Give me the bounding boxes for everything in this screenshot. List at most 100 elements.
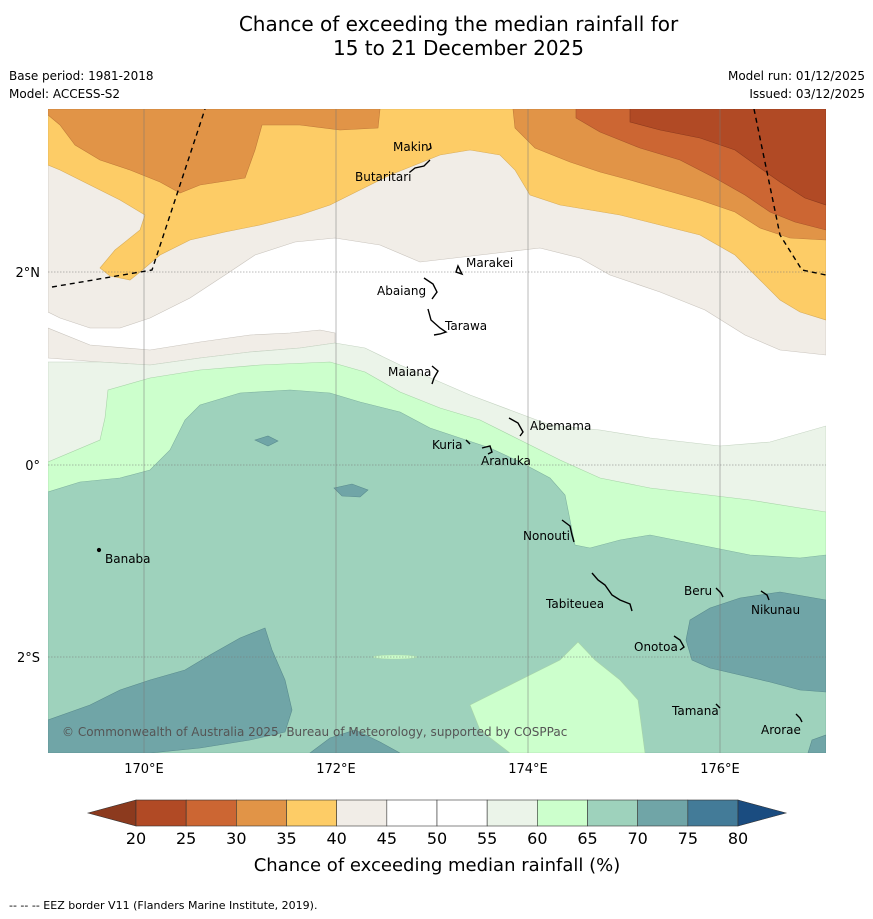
island-beru xyxy=(715,587,724,598)
island-makin xyxy=(427,142,432,151)
colorbar-cell xyxy=(537,799,588,827)
label-kuria: Kuria xyxy=(432,438,463,452)
colorbar-tick-label: 80 xyxy=(728,829,748,848)
label-nonouti: Nonouti xyxy=(523,529,570,543)
island-maiana xyxy=(431,365,439,385)
island-abaiang xyxy=(423,277,438,300)
colorbar-tick-label: 50 xyxy=(427,829,447,848)
colorbar-cell xyxy=(687,799,739,827)
label-marakei: Marakei xyxy=(466,256,513,270)
colorbar-label: Chance of exceeding median rainfall (%) xyxy=(254,855,621,876)
map-title: Chance of exceeding the median rainfall … xyxy=(0,12,873,60)
island-kuria xyxy=(465,439,471,445)
island-tamana xyxy=(715,703,721,709)
band-70-75-southeast xyxy=(685,591,826,693)
lat-label-0: 0° xyxy=(25,459,40,474)
label-tabiteuea: Tabiteuea xyxy=(545,597,604,611)
band-20-25 xyxy=(629,109,826,206)
gridlines xyxy=(48,109,826,753)
label-butaritari: Butaritari xyxy=(355,170,412,184)
island-aranuka xyxy=(481,445,493,455)
lat-label-2s: 2°S xyxy=(17,651,40,666)
band-70-75-blob2 xyxy=(333,483,369,498)
colorbar-cell xyxy=(286,799,337,827)
colorbar-cell xyxy=(135,799,187,827)
eez-footnote: -- -- -- EEZ border V11 (Flanders Marine… xyxy=(9,899,318,912)
colorbar-tick-label: 55 xyxy=(477,829,497,848)
meta-right: Model run: 01/12/2025 Issued: 03/12/2025 xyxy=(728,67,865,103)
issued-date: Issued: 03/12/2025 xyxy=(749,87,865,101)
colorbar: 20 25 30 35 40 45 50 55 60 65 70 75 80 Chance of exc… xyxy=(86,799,788,876)
band-30-35 xyxy=(48,109,381,194)
label-onotoa: Onotoa xyxy=(634,640,678,654)
colorbar-cell xyxy=(386,799,438,827)
title-line-2: 15 to 21 December 2025 xyxy=(332,36,584,60)
colorbar-cells xyxy=(135,799,739,827)
colorbar-over-arrow xyxy=(737,799,788,827)
label-arorae: Arorae xyxy=(761,723,801,737)
colorbar-tick-label: 60 xyxy=(527,829,547,848)
eez-border-east xyxy=(753,109,826,276)
colorbar-tick-label: 45 xyxy=(377,829,397,848)
colorbar-tick-label: 30 xyxy=(226,829,246,848)
lon-label-170: 170°E xyxy=(124,762,164,777)
colorbar-tick-label: 25 xyxy=(176,829,196,848)
band-60-65-south xyxy=(469,641,646,753)
label-abemama: Abemama xyxy=(530,419,591,433)
colorbar-cell xyxy=(185,799,237,827)
colorbar-cell xyxy=(236,799,287,827)
eez-border-west xyxy=(51,109,206,288)
lon-label-174: 174°E xyxy=(508,762,548,777)
map-area: Makin Butaritari Marakei Abaiang Tarawa … xyxy=(48,109,826,753)
label-tarawa: Tarawa xyxy=(444,319,487,333)
colorbar-cell xyxy=(436,799,488,827)
island-tarawa xyxy=(427,308,448,336)
colorbar-cell xyxy=(637,799,689,827)
band-60-65-sliver xyxy=(372,654,418,660)
label-maiana: Maiana xyxy=(388,365,431,379)
island-onotoa xyxy=(673,635,685,651)
base-period: Base period: 1981-2018 xyxy=(9,69,154,83)
colorbar-tick-label: 20 xyxy=(126,829,146,848)
island-outlines xyxy=(96,142,803,723)
model-run: Model run: 01/12/2025 xyxy=(727,69,865,83)
band-70-75-corner xyxy=(807,734,826,753)
label-abaiang: Abaiang xyxy=(377,284,426,298)
lon-label-176: 176°E xyxy=(700,762,740,777)
label-makin: Makin xyxy=(393,140,429,154)
model-name: Model: ACCESS-S2 xyxy=(9,87,121,101)
title-line-1: Chance of exceeding the median rainfall … xyxy=(238,12,679,36)
band-70-75-southwest xyxy=(48,627,293,753)
island-banaba xyxy=(96,547,102,553)
lat-axis-labels: 2°N 0° 2°S xyxy=(16,266,41,666)
colorbar-tick-label: 35 xyxy=(276,829,296,848)
colorbar-under-arrow xyxy=(86,799,137,827)
band-70-75-south xyxy=(309,729,401,753)
label-aranuka: Aranuka xyxy=(481,454,531,468)
lon-label-172: 172°E xyxy=(316,762,356,777)
colorbar-ticks: 20 25 30 35 40 45 50 55 60 65 70 75 80 xyxy=(126,829,748,848)
label-nikunau: Nikunau xyxy=(751,603,800,617)
lon-axis-labels: 170°E 172°E 174°E 176°E xyxy=(124,762,740,777)
colorbar-tick-label: 65 xyxy=(577,829,597,848)
label-tamana: Tamana xyxy=(671,704,719,718)
colorbar-cell xyxy=(486,799,538,827)
label-beru: Beru xyxy=(684,584,712,598)
island-nikunau xyxy=(760,590,770,601)
copyright-notice: © Commonwealth of Australia 2025, Bureau… xyxy=(62,725,567,739)
label-banaba: Banaba xyxy=(105,552,151,566)
colorbar-tick-label: 70 xyxy=(627,829,647,848)
colorbar-cell xyxy=(336,799,388,827)
colorbar-tick-label: 75 xyxy=(678,829,698,848)
island-arorae xyxy=(795,713,803,723)
island-abemama xyxy=(508,417,524,437)
lat-label-2n: 2°N xyxy=(16,266,41,281)
meta-left: Base period: 1981-2018 Model: ACCESS-S2 xyxy=(9,67,154,103)
band-70-75-blob1 xyxy=(254,435,279,447)
island-marakei xyxy=(455,264,464,276)
island-butaritari xyxy=(409,159,431,173)
colorbar-tick-label: 40 xyxy=(326,829,346,848)
eez-borders xyxy=(51,109,826,288)
place-labels: Makin Butaritari Marakei Abaiang Tarawa … xyxy=(105,140,801,737)
